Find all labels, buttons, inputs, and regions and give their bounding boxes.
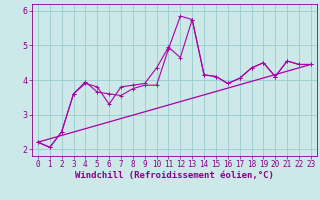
X-axis label: Windchill (Refroidissement éolien,°C): Windchill (Refroidissement éolien,°C) bbox=[75, 171, 274, 180]
